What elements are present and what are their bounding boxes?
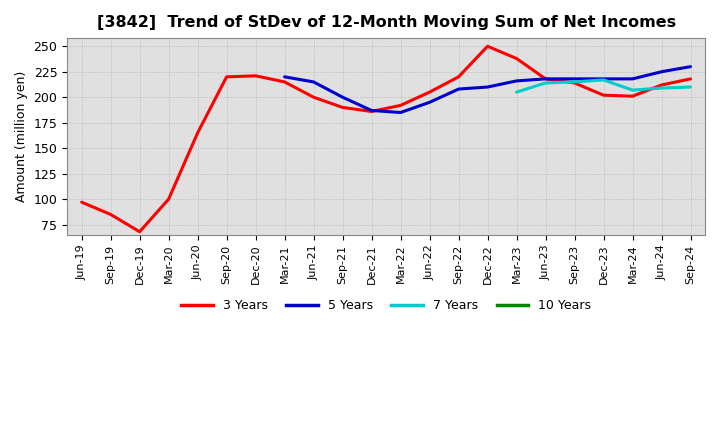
Legend: 3 Years, 5 Years, 7 Years, 10 Years: 3 Years, 5 Years, 7 Years, 10 Years	[176, 294, 596, 317]
Title: [3842]  Trend of StDev of 12-Month Moving Sum of Net Incomes: [3842] Trend of StDev of 12-Month Moving…	[96, 15, 675, 30]
Y-axis label: Amount (million yen): Amount (million yen)	[15, 71, 28, 202]
